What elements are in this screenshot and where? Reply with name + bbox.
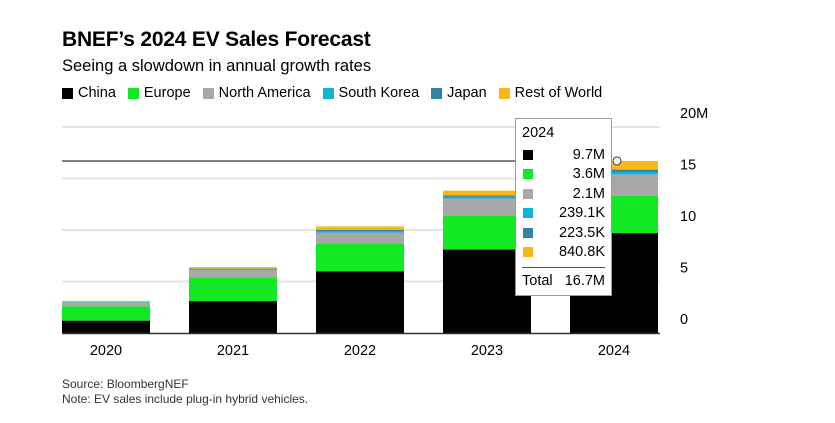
tooltip-row: 9.7M	[522, 145, 605, 165]
legend-swatch	[127, 87, 139, 99]
bar-segment	[189, 269, 277, 271]
legend-label: Europe	[143, 85, 191, 101]
bar-segment	[62, 320, 150, 333]
tooltip-row: 2.1M	[522, 184, 605, 204]
tooltip-total: Total 16.7M	[522, 267, 605, 291]
chart-title: BNEF’s 2024 EV Sales Forecast	[62, 28, 371, 51]
footnote: Note: EV sales include plug-in hybrid ve…	[62, 392, 309, 406]
tooltip-swatch	[523, 149, 533, 160]
tooltip: 2024 9.7M 3.6M 2.1M 239.1K 223.5K 840.8K Tota…	[515, 118, 612, 296]
bar-segment	[62, 300, 150, 302]
tooltip-total-value: 16.7M	[564, 272, 605, 289]
bar-segment	[316, 226, 404, 230]
legend-swatch	[202, 87, 214, 99]
y-tick-label: 20M	[680, 106, 708, 122]
tooltip-value: 239.1K	[559, 205, 605, 222]
tooltip-value: 2.1M	[572, 185, 605, 202]
bar-segment	[316, 230, 404, 232]
bar-segment	[62, 306, 150, 321]
legend-label: North America	[218, 85, 311, 101]
tooltip-swatch	[523, 247, 533, 258]
legend-label: Rest of World	[514, 85, 603, 101]
legend-item[interactable]: Rest of World	[498, 85, 603, 101]
tooltip-value: 9.7M	[572, 146, 605, 163]
bar-segment	[189, 268, 277, 270]
x-tick-label: 2023	[471, 343, 503, 359]
legend-item[interactable]: Japan	[431, 85, 487, 101]
legend-item[interactable]: South Korea	[322, 85, 420, 101]
tooltip-row: 840.8K	[522, 243, 605, 263]
x-tick-label: 2024	[598, 343, 630, 359]
bar-segment	[62, 302, 150, 307]
bar-segment	[316, 231, 404, 233]
y-tick-label: 15	[680, 158, 696, 174]
y-tick-label: 5	[680, 261, 688, 277]
bar-segment	[316, 232, 404, 244]
legend-swatch	[62, 87, 73, 99]
bar-segment	[189, 267, 277, 269]
tooltip-row: 223.5K	[522, 223, 605, 243]
y-tick-label: 0	[680, 312, 688, 328]
legend-swatch	[431, 87, 443, 99]
bar-segment	[316, 271, 404, 333]
y-tick-label: 10	[680, 209, 696, 225]
hover-marker	[612, 156, 622, 166]
tooltip-swatch	[523, 208, 533, 219]
source-note: Source: BloombergNEF	[62, 377, 189, 391]
legend-item[interactable]: China	[62, 85, 116, 101]
footer: Source: BloombergNEF Note: EV sales incl…	[62, 377, 308, 407]
bar-segment	[62, 302, 150, 303]
tooltip-year: 2024	[522, 125, 555, 141]
legend-label: China	[78, 85, 116, 101]
x-tick-label: 2020	[90, 343, 122, 359]
legend-swatch	[498, 87, 510, 99]
legend: China Europe North America South Korea Japan…	[62, 85, 602, 101]
bar-segment	[570, 169, 658, 172]
x-tick-label: 2022	[344, 343, 376, 359]
bar-segment	[189, 277, 277, 302]
bar-segment	[316, 243, 404, 272]
legend-item[interactable]: Europe	[127, 85, 191, 101]
tooltip-value: 840.8K	[559, 244, 605, 261]
bar-segment	[443, 190, 531, 196]
bar-segment	[443, 198, 531, 216]
x-tick-label: 2021	[217, 343, 249, 359]
tooltip-total-label: Total	[522, 272, 553, 289]
bar-segment	[570, 160, 658, 170]
tooltip-swatch	[523, 188, 533, 199]
bar-segment	[189, 270, 277, 278]
tooltip-swatch	[523, 169, 533, 180]
tooltip-row: 3.6M	[522, 165, 605, 185]
bar-segment	[189, 301, 277, 333]
tooltip-swatch	[523, 227, 533, 238]
tooltip-value: 3.6M	[572, 166, 605, 183]
tooltip-value: 223.5K	[559, 224, 605, 241]
legend-item[interactable]: North America	[202, 85, 311, 101]
bar-segment	[443, 195, 531, 197]
bar-segment	[570, 171, 658, 175]
legend-label: Japan	[447, 85, 487, 101]
tooltip-row: 239.1K	[522, 204, 605, 224]
bar-segment	[443, 196, 531, 199]
legend-label: South Korea	[338, 85, 420, 101]
chart-subtitle: Seeing a slowdown in annual growth rates	[62, 57, 372, 75]
legend-swatch	[322, 87, 334, 99]
